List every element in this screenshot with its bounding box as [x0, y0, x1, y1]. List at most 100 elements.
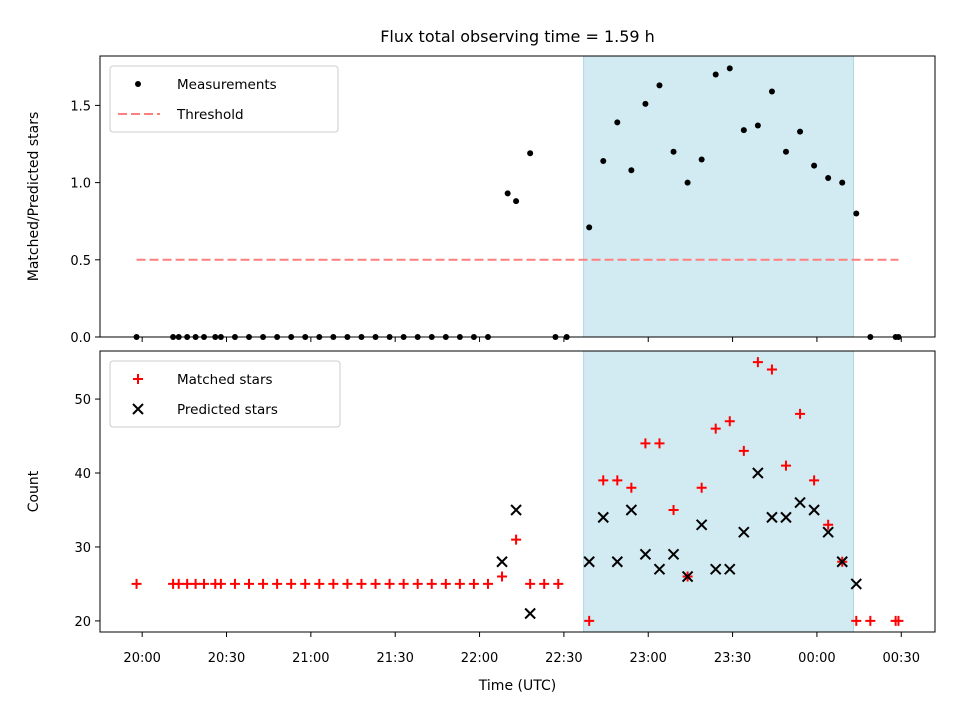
predicted-stars-point: [611, 556, 624, 568]
matched-stars-point: [173, 578, 184, 589]
measurement-point: [600, 157, 607, 164]
predicted-stars-point: [496, 556, 508, 568]
x-tick-label: 22:30: [545, 651, 582, 666]
matched-stars-point: [215, 578, 226, 589]
matched-stars-point: [598, 475, 609, 486]
observing-window-shade: [583, 350, 854, 633]
y-tick-label: 1.5: [70, 99, 91, 114]
x-tick-label: 21:00: [292, 651, 329, 666]
measurement-point: [628, 167, 635, 174]
legend-box: [109, 65, 339, 133]
matched-stars-point: [199, 578, 210, 589]
matched-stars-point: [356, 578, 367, 589]
measurement-point: [642, 100, 649, 107]
matched-stars-point: [893, 615, 904, 626]
measurement-point: [712, 71, 719, 78]
top-y-axis-label: Matched/Predicted stars: [26, 112, 42, 282]
matched-stars-point: [511, 534, 522, 545]
measurement-point: [513, 198, 520, 205]
predicted-stars-point: [836, 556, 848, 568]
measurement-point: [811, 162, 818, 169]
matched-stars-point: [314, 578, 325, 589]
measurement-point: [740, 127, 747, 134]
measurement-point: [504, 190, 511, 197]
measurement-point: [586, 224, 593, 231]
measurement-point: [670, 148, 677, 155]
matched-stars-point: [482, 578, 493, 589]
legend-label: Threshold: [176, 107, 244, 123]
y-tick-label: 20: [74, 615, 91, 630]
matched-stars-point: [612, 475, 623, 486]
matched-stars-point: [440, 578, 451, 589]
measurement-point: [698, 156, 705, 163]
matched-stars-point: [258, 578, 269, 589]
measurement-point: [797, 128, 804, 135]
x-tick-label: 20:00: [123, 651, 160, 666]
predicted-stars-point: [780, 511, 792, 524]
y-tick-label: 50: [74, 393, 91, 408]
predicted-stars-point: [766, 511, 778, 524]
observing-window-shade: [583, 55, 854, 338]
measurement-point: [726, 65, 733, 72]
x-tick-label: 22:00: [461, 651, 498, 666]
matched-stars-point: [272, 578, 283, 589]
matched-stars-point: [328, 578, 339, 589]
matched-stars-point: [865, 615, 876, 626]
bottom-panel-frame: [99, 350, 936, 633]
legend-label: Predicted stars: [177, 402, 278, 418]
x-tick-label: 23:30: [714, 651, 751, 666]
measurement-point: [825, 174, 832, 181]
predicted-stars-point: [524, 607, 536, 620]
measurement-point: [527, 150, 534, 157]
x-tick-label: 21:30: [376, 651, 413, 666]
matched-stars-point: [370, 578, 381, 589]
measurement-point: [614, 119, 621, 126]
matched-stars-point: [738, 445, 749, 456]
measurement-point: [684, 179, 691, 186]
predicted-stars-point: [709, 563, 722, 575]
legend-label: Measurements: [177, 77, 277, 93]
top-panel-measurements: 0.0 0.5 1.0 1.5 Matched/Predicted stars Measu…: [26, 55, 936, 346]
predicted-stars-point: [695, 519, 708, 531]
x-tick-label: 00:30: [883, 651, 920, 666]
measurement-point: [853, 210, 860, 217]
predicted-stars-point: [583, 556, 595, 568]
matched-stars-point: [497, 571, 508, 582]
predicted-stars-point: [639, 548, 652, 561]
matched-stars-point: [182, 578, 193, 589]
matched-stars-point: [766, 364, 777, 375]
matched-stars-point: [780, 460, 791, 471]
matched-stars-point: [384, 578, 395, 589]
measurement-point: [839, 179, 846, 186]
x-tick-label: 23:00: [629, 651, 666, 666]
matched-stars-point: [300, 578, 311, 589]
top-panel-frame: [99, 55, 936, 338]
matched-stars-point: [286, 578, 297, 589]
bottom-panel-counts: 20 30 40 50 20:00 20:30 21:00 21:30 22:00 22:30 23…: [26, 350, 936, 666]
matched-stars-point: [553, 578, 564, 589]
predicted-stars-point: [597, 511, 609, 524]
predicted-stars-point: [822, 526, 834, 538]
chart-title: Flux total observing time = 1.59 h: [380, 27, 655, 46]
bottom-y-axis-label: Count: [26, 470, 42, 512]
matched-stars-point: [412, 578, 423, 589]
predicted-stars-point: [850, 578, 862, 590]
matched-stars-point: [539, 578, 550, 589]
measurement-point: [754, 122, 761, 129]
legend-marker-dot: [135, 81, 141, 87]
matched-stars-point: [851, 615, 862, 626]
measurement-point: [768, 88, 775, 95]
predicted-stars-point: [510, 504, 522, 516]
legend-marker-x: [132, 403, 144, 415]
predicted-stars-point: [667, 548, 680, 561]
matched-stars-point: [244, 578, 255, 589]
y-tick-label: 0.0: [70, 331, 91, 346]
x-tick-label: 00:00: [798, 651, 835, 666]
y-tick-label: 0.5: [70, 254, 91, 269]
legend-marker-plus: [133, 374, 143, 384]
matched-stars-point: [696, 482, 707, 493]
matched-stars-point: [190, 578, 201, 589]
x-tick-label: 20:30: [208, 651, 245, 666]
matched-stars-point: [398, 578, 409, 589]
